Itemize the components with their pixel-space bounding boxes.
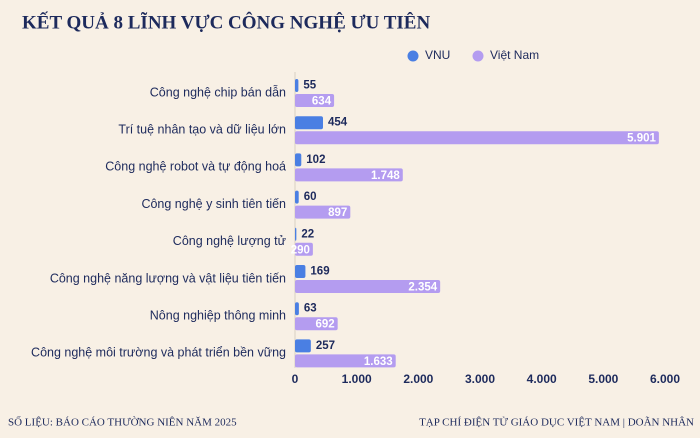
category-label: Công nghệ năng lượng và vật liệu tiên ti… [50, 271, 286, 285]
x-tick-label: 5.000 [588, 372, 618, 386]
x-tick-label: 1.000 [342, 372, 372, 386]
x-tick-label: 0 [292, 372, 299, 386]
bar [295, 354, 396, 368]
value-label: 22 [301, 228, 314, 240]
x-tick-label: 6.000 [650, 372, 680, 386]
category-label: Trí tuệ nhân tạo và dữ liệu lớn [118, 122, 286, 136]
bar [295, 317, 338, 331]
value-label: 169 [310, 266, 329, 278]
x-tick-label: 3.000 [465, 372, 495, 386]
bar [295, 79, 299, 92]
value-label: 1.748 [371, 170, 400, 182]
credit: TẠP CHÍ ĐIỆN TỬ GIÁO DỤC VIỆT NAM | DOÃN… [419, 417, 694, 429]
bar [295, 302, 299, 316]
value-label: 634 [312, 96, 332, 108]
value-label: 5.901 [627, 133, 656, 145]
value-label: 2.354 [408, 282, 437, 294]
legend-swatch [472, 50, 484, 62]
category-label: Công nghệ môi trường và phát triển bền v… [31, 346, 286, 360]
chart-title: KẾT QUẢ 8 LĨNH VỰC CÔNG NGHỆ ƯU TIÊN [22, 11, 430, 33]
bar [295, 265, 306, 278]
bar [295, 205, 351, 219]
bar [295, 131, 659, 145]
value-label: 63 [304, 303, 317, 315]
bar [295, 116, 323, 130]
x-tick-label: 4.000 [527, 372, 557, 386]
value-label: 290 [291, 244, 310, 256]
value-label: 692 [315, 319, 334, 331]
bar [295, 153, 302, 167]
legend-label: Việt Nam [490, 48, 539, 62]
category-label: Công nghệ chip bán dẫn [150, 84, 286, 99]
category-label: Công nghệ robot và tự động hoá [105, 160, 286, 174]
bar [295, 168, 403, 182]
value-label: 102 [306, 154, 325, 166]
value-label: 60 [304, 191, 317, 203]
category-label: Nông nghiệp thông minh [150, 308, 286, 322]
value-label: 454 [328, 117, 348, 129]
x-tick-label: 2.000 [403, 372, 433, 386]
value-label: 55 [303, 80, 316, 92]
value-label: 257 [316, 340, 335, 352]
bar [295, 339, 311, 353]
value-label: 1.633 [364, 356, 393, 368]
legend-label: VNU [425, 48, 450, 62]
category-label: Công nghệ lượng tử [173, 234, 286, 248]
bar [295, 227, 297, 241]
legend-swatch [407, 50, 419, 62]
bar [295, 190, 299, 204]
value-label: 897 [328, 207, 347, 219]
bar [295, 94, 335, 107]
source: SỐ LIỆU: BÁO CÁO THƯỜNG NIÊN NĂM 2025 [8, 416, 237, 429]
category-label: Công nghệ y sinh tiên tiến [141, 197, 286, 211]
bar [295, 242, 313, 256]
bar [295, 280, 441, 293]
